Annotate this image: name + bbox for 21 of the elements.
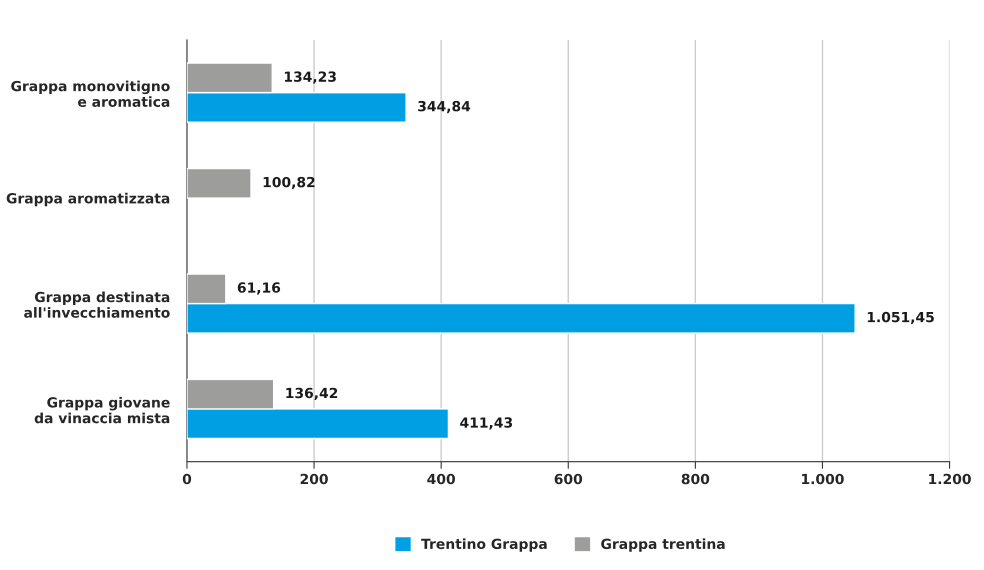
data-label: 1.051,45 — [868, 312, 934, 324]
data-label: 411,43 — [460, 417, 512, 430]
legend-label: Trentino Grappa — [421, 538, 547, 552]
x-tick-label: 200 — [300, 474, 328, 484]
bar — [186, 168, 252, 199]
x-tick-label: 600 — [554, 474, 582, 484]
data-label: 134,23 — [284, 71, 336, 84]
x-tick-label: 800 — [682, 474, 710, 484]
x-tick-label: 400 — [427, 474, 455, 484]
data-label: 100,82 — [264, 176, 315, 190]
data-label: 344,84 — [418, 100, 470, 114]
x-tick-label: 1.200 — [929, 474, 971, 484]
y-tick-label: Grappa destinata all'invecchiamento — [24, 292, 170, 318]
x-tick-label: 1.000 — [802, 474, 844, 484]
x-tick-label: 0 — [182, 474, 192, 484]
y-tick-label: Grappa giovane da vinaccia mista — [34, 396, 170, 424]
data-label: 136,42 — [286, 388, 338, 400]
y-tick-label: Grappa aromatizzata — [6, 192, 170, 206]
data-label: 61,16 — [238, 282, 280, 295]
legend-label: Grappa trentina — [601, 538, 725, 552]
y-tick-label: Grappa monovitigno e aromatica — [11, 80, 170, 107]
